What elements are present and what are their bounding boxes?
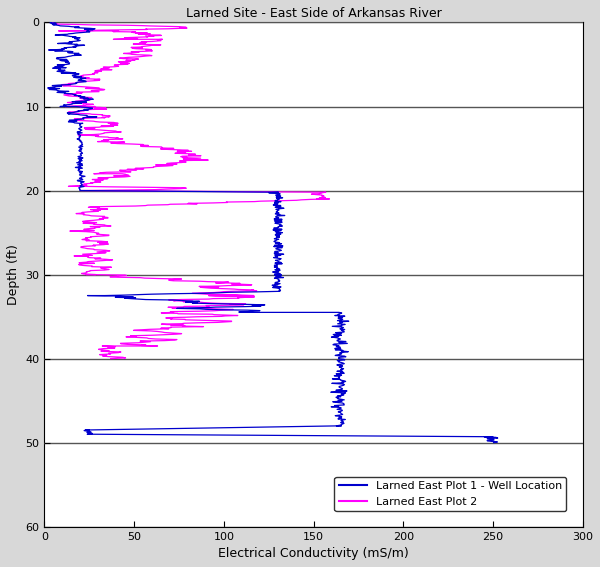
Y-axis label: Depth (ft): Depth (ft) <box>7 244 20 305</box>
Legend: Larned East Plot 1 - Well Location, Larned East Plot 2: Larned East Plot 1 - Well Location, Larn… <box>334 476 566 511</box>
X-axis label: Electrical Conductivity (mS/m): Electrical Conductivity (mS/m) <box>218 547 409 560</box>
Title: Larned Site - East Side of Arkansas River: Larned Site - East Side of Arkansas Rive… <box>185 7 442 20</box>
